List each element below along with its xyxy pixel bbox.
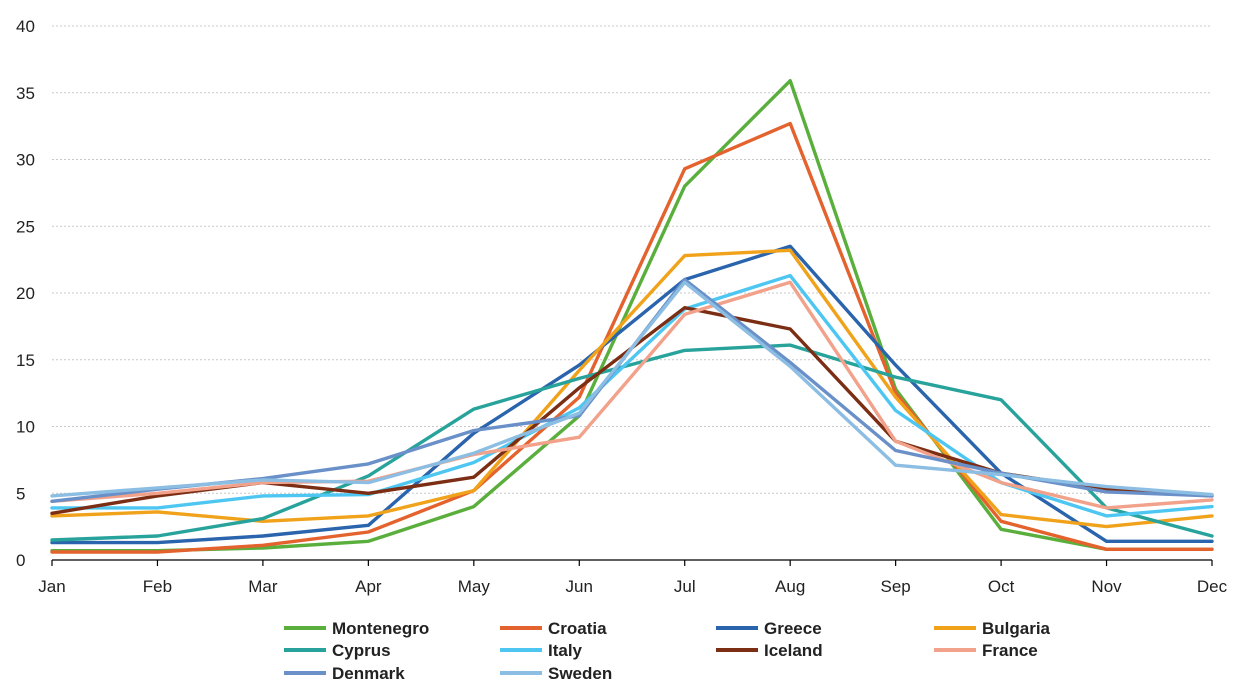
y-tick-label: 30: [16, 151, 35, 170]
y-tick-label: 40: [16, 17, 35, 36]
series-line-cyprus: [50, 343, 1214, 542]
x-tick-label: Aug: [775, 577, 805, 596]
legend-item-bulgaria: Bulgaria: [934, 619, 1051, 638]
series-line-sweden: [50, 280, 1214, 498]
series-line-montenegro: [50, 78, 1214, 553]
y-tick-label: 25: [16, 217, 35, 236]
legend-item-france: France: [934, 641, 1038, 660]
axes: 0 5 10 15 20 25 30 35 40 Jan Feb Mar Apr May Jun Jul Aug…: [16, 17, 1228, 596]
y-tick-label: 35: [16, 84, 35, 103]
x-tick-label: Mar: [248, 577, 278, 596]
legend-label: France: [982, 641, 1038, 660]
x-tick-label: Nov: [1091, 577, 1122, 596]
series-line-france: [50, 280, 1214, 510]
x-tick-label: May: [458, 577, 491, 596]
x-tick-label: Dec: [1197, 577, 1228, 596]
y-tick-label: 20: [16, 284, 35, 303]
x-tick-label: Oct: [988, 577, 1015, 596]
series-line-croatia: [50, 121, 1214, 554]
legend-label: Denmark: [332, 664, 405, 682]
x-tick-label: Jun: [566, 577, 593, 596]
y-tick-label: 15: [16, 351, 35, 370]
legend-item-croatia: Croatia: [500, 619, 607, 638]
x-tick-label: Apr: [355, 577, 382, 596]
legend-label: Bulgaria: [982, 619, 1051, 638]
legend: Montenegro Croatia Greece Bulgaria Cyprus Ita…: [284, 619, 1051, 682]
legend-label: Montenegro: [332, 619, 429, 638]
legend-item-greece: Greece: [716, 619, 822, 638]
x-tick-label: Feb: [143, 577, 172, 596]
y-tick-label: 10: [16, 418, 35, 437]
series-lines: [50, 78, 1214, 554]
gridlines: [52, 25, 1212, 494]
y-tick-label: 0: [16, 551, 25, 570]
legend-label: Italy: [548, 641, 583, 660]
legend-item-cyprus: Cyprus: [284, 641, 391, 660]
series-line-bulgaria: [50, 248, 1214, 529]
legend-item-sweden: Sweden: [500, 664, 612, 682]
legend-label: Greece: [764, 619, 822, 638]
x-tick-label: Jul: [674, 577, 696, 596]
legend-item-denmark: Denmark: [284, 664, 405, 682]
legend-item-italy: Italy: [500, 641, 583, 660]
legend-label: Sweden: [548, 664, 612, 682]
x-tick-label: Jan: [38, 577, 65, 596]
y-tick-label: 5: [16, 484, 25, 503]
legend-label: Croatia: [548, 619, 607, 638]
legend-label: Iceland: [764, 641, 823, 660]
legend-item-montenegro: Montenegro: [284, 619, 429, 638]
legend-label: Cyprus: [332, 641, 391, 660]
x-tick-label: Sep: [881, 577, 911, 596]
series-line-greece: [50, 244, 1214, 545]
legend-item-iceland: Iceland: [716, 641, 823, 660]
